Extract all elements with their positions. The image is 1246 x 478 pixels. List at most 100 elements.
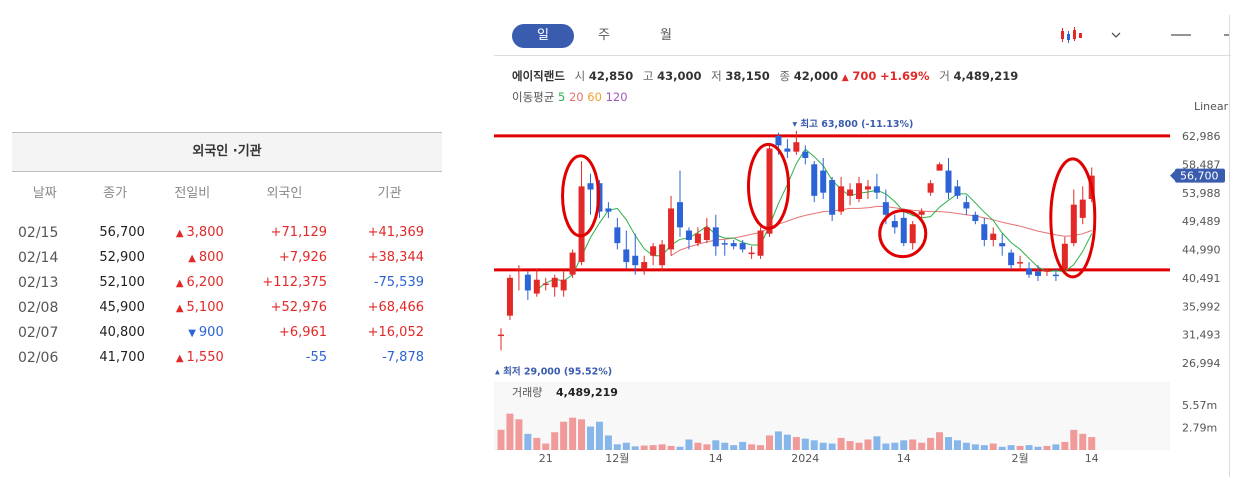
header-date: 날짜 bbox=[32, 185, 57, 201]
candle-body bbox=[542, 283, 549, 285]
candle-body bbox=[632, 255, 639, 266]
volume-bar bbox=[587, 426, 594, 450]
candle-body bbox=[578, 186, 585, 263]
candle-body bbox=[891, 221, 898, 228]
volume-bar bbox=[962, 442, 970, 450]
candle-body bbox=[641, 262, 648, 269]
volume-bar bbox=[980, 445, 988, 450]
candle-body bbox=[1035, 271, 1041, 276]
row-foreign: +112,375 bbox=[262, 275, 328, 290]
x-tick-label: 14 bbox=[709, 452, 723, 465]
volume-bar bbox=[676, 446, 684, 450]
candle-body bbox=[954, 186, 961, 196]
ma60-label[interactable]: 60 bbox=[587, 90, 602, 104]
row-date: 02/07 bbox=[18, 324, 59, 341]
candle-body bbox=[802, 151, 809, 158]
table-row: 02/07 40,800 ▼ 900 +6,961 +16,052 bbox=[12, 320, 442, 345]
x-tick-label: 12월 bbox=[605, 452, 629, 465]
up-triangle-icon: ▲ bbox=[188, 253, 196, 264]
change-value: 3,800 bbox=[186, 225, 224, 240]
table-body: 02/15 56,700 ▲ 3,800 +71,129 +41,369 02/14 52,9… bbox=[12, 210, 442, 370]
tab-month[interactable]: 월 bbox=[660, 28, 672, 43]
volume-bar bbox=[989, 443, 997, 450]
candle-body bbox=[882, 202, 889, 215]
ma20-line bbox=[670, 206, 1092, 257]
volume-bar bbox=[846, 441, 854, 450]
change-value: 800 bbox=[198, 250, 224, 265]
change-value: 5,100 bbox=[186, 300, 224, 315]
row-foreign: +6,961 bbox=[278, 325, 328, 340]
volume-bar bbox=[1088, 437, 1096, 450]
up-triangle-icon: ▲ bbox=[175, 353, 184, 364]
candle-body bbox=[650, 246, 657, 256]
candle-type-icon[interactable] bbox=[1058, 26, 1084, 46]
row-change: ▲ 1,550 bbox=[153, 345, 232, 370]
volume-bar bbox=[1025, 445, 1033, 450]
ma120-label[interactable]: 120 bbox=[605, 90, 628, 104]
volume-bar bbox=[560, 421, 568, 450]
candle-body bbox=[766, 148, 773, 234]
volume-bar bbox=[801, 438, 809, 450]
candle-body bbox=[757, 230, 764, 256]
volume-bar bbox=[1052, 444, 1060, 450]
x-tick-label: 14 bbox=[897, 452, 911, 465]
volume-bar bbox=[936, 432, 944, 450]
header-change: 전일비 bbox=[174, 185, 211, 201]
open-value: 42,850 bbox=[588, 69, 634, 83]
high-label: 고 bbox=[642, 69, 654, 83]
change-value: 900 bbox=[198, 325, 224, 340]
tab-week[interactable]: 주 bbox=[598, 28, 610, 43]
volume-bar bbox=[506, 413, 514, 450]
candle-body bbox=[873, 186, 880, 193]
volume-bar bbox=[667, 445, 675, 450]
price-tick-label: 53,988 bbox=[1182, 187, 1221, 200]
high-value: 43,000 bbox=[657, 69, 702, 83]
candle-body bbox=[1017, 262, 1024, 264]
x-tick-label: 2024 bbox=[791, 452, 819, 465]
scale-label[interactable]: Linear bbox=[1194, 100, 1229, 113]
candle-body bbox=[1026, 268, 1033, 275]
row-close: 45,900 bbox=[99, 300, 145, 315]
candle-body bbox=[668, 208, 675, 250]
volume-bar bbox=[721, 442, 729, 450]
candle-body bbox=[533, 279, 540, 294]
row-close: 40,800 bbox=[99, 325, 145, 340]
candle-body bbox=[847, 189, 854, 196]
max-annotation: ▾ 최고 63,800 (-11.13%) bbox=[792, 118, 913, 130]
volume-label: 거 bbox=[939, 69, 950, 83]
price-tick-label: 49,489 bbox=[1182, 215, 1221, 228]
close-value: 42,000 bbox=[793, 69, 839, 83]
chevron-down-icon[interactable] bbox=[1110, 30, 1122, 40]
ma5-label[interactable]: 5 bbox=[557, 90, 566, 104]
table-title: 외국인 ·기관 bbox=[12, 132, 442, 172]
volume-bar bbox=[792, 437, 800, 450]
volume-bar bbox=[900, 440, 908, 450]
tab-day[interactable]: 일 bbox=[512, 24, 574, 48]
volume-bar bbox=[945, 437, 952, 450]
volume-bar bbox=[604, 435, 612, 450]
volume-bar bbox=[631, 446, 639, 450]
volume-bar bbox=[998, 446, 1006, 450]
table-row: 02/08 45,900 ▲ 5,100 +52,976 +68,466 bbox=[12, 295, 442, 320]
candle-body bbox=[748, 252, 755, 255]
volume-bar bbox=[873, 436, 881, 450]
line-tool-icon[interactable] bbox=[1170, 30, 1192, 40]
candle-body bbox=[1008, 252, 1015, 266]
volume-bar bbox=[783, 434, 791, 450]
volume-bar bbox=[971, 444, 979, 450]
volume-bar bbox=[882, 443, 890, 450]
ma20-label[interactable]: 20 bbox=[568, 90, 584, 104]
volume-bar bbox=[1007, 445, 1015, 450]
candle-body bbox=[623, 249, 630, 263]
candle-body bbox=[856, 183, 862, 199]
price-tick-label: 26,994 bbox=[1182, 357, 1221, 370]
row-institution: -75,539 bbox=[373, 275, 424, 290]
volume-bar bbox=[855, 442, 863, 450]
row-institution: +41,369 bbox=[367, 225, 424, 240]
candle-body bbox=[990, 233, 997, 240]
volume-bar bbox=[524, 433, 532, 450]
candle-body bbox=[730, 243, 737, 247]
volume-bar bbox=[1016, 445, 1024, 450]
stock-name: 에이직랜드 bbox=[512, 69, 565, 83]
